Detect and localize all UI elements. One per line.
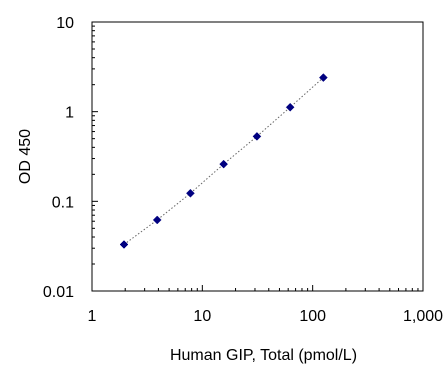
x-tick-label: 100 (299, 308, 326, 325)
data-point (285, 102, 295, 112)
data-point (152, 215, 162, 225)
data-point (252, 132, 262, 141)
y-tick-label: 1 (65, 105, 74, 122)
x-tick-label: 1 (88, 308, 97, 325)
data-point (319, 73, 328, 82)
data-point (119, 240, 129, 249)
plot-frame (91, 21, 424, 292)
data-point (219, 159, 228, 169)
y-tick-label: 0.01 (43, 284, 74, 301)
data-point (186, 188, 195, 198)
y-tick-label: 0.1 (52, 194, 74, 211)
x-tick-label: 10 (193, 308, 211, 325)
y-tick-label: 10 (56, 15, 74, 32)
x-tick-label: 1,000 (403, 308, 443, 325)
x-axis-title: Human GIP, Total (pmol/L) (170, 347, 357, 364)
y-axis-title: OD 450 (17, 129, 34, 184)
